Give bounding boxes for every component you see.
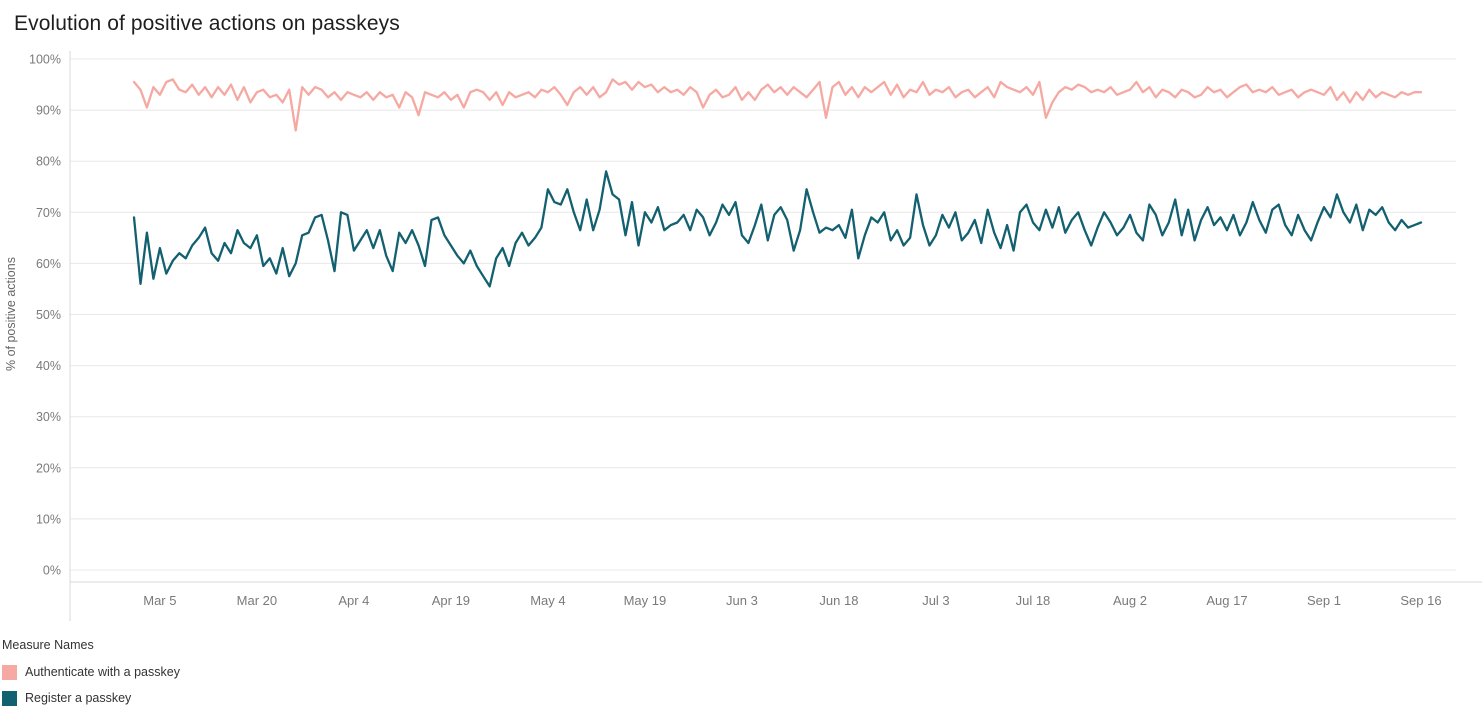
x-tick-label: Mar 5 <box>143 593 176 608</box>
y-tick-label: 90% <box>36 104 61 118</box>
y-tick-label: 50% <box>36 308 61 322</box>
y-tick-label: 20% <box>36 461 61 475</box>
x-tick-label: Apr 4 <box>338 593 369 608</box>
y-tick-label: 70% <box>36 206 61 220</box>
y-tick-label: 60% <box>36 257 61 271</box>
x-tick-label: Jun 3 <box>726 593 758 608</box>
y-tick-label: 100% <box>29 53 61 67</box>
legend-swatch-register-icon[interactable] <box>2 690 17 706</box>
x-tick-label: May 19 <box>624 593 667 608</box>
y-axis-title: % of positive actions <box>4 257 18 372</box>
legend-item-label: Register a passkey <box>25 691 132 705</box>
x-tick-label: Mar 20 <box>237 593 277 608</box>
legend-item-register[interactable]: Register a passkey <box>2 685 1482 711</box>
x-tick-label: Aug 17 <box>1206 593 1247 608</box>
y-tick-label: 80% <box>36 155 61 169</box>
x-tick-label: Aug 2 <box>1113 593 1147 608</box>
x-tick-label: Sep 1 <box>1307 593 1341 608</box>
x-tick-label: Apr 19 <box>432 593 470 608</box>
x-tick-label: Jul 3 <box>922 593 949 608</box>
x-tick-label: Sep 16 <box>1400 593 1441 608</box>
y-tick-label: 30% <box>36 410 61 424</box>
legend-item-authenticate[interactable]: Authenticate with a passkey <box>2 659 1482 685</box>
page-title: Evolution of positive actions on passkey… <box>14 12 400 35</box>
series-line-authenticate[interactable] <box>132 78 1423 132</box>
legend-title: Measure Names <box>2 638 94 652</box>
x-tick-label: May 4 <box>530 593 565 608</box>
x-tick-label: Jul 18 <box>1016 593 1051 608</box>
y-tick-label: 40% <box>36 359 61 373</box>
chart-area: % of positive actions 0% 10% 20% 30% 40% 50% 6… <box>0 45 1482 630</box>
legend-swatch-authenticate-icon[interactable] <box>2 664 17 680</box>
y-tick-label: 10% <box>36 512 61 526</box>
y-tick-label: 0% <box>43 564 61 578</box>
legend-item-label: Authenticate with a passkey <box>25 665 180 679</box>
series-line-register[interactable] <box>132 170 1423 288</box>
x-tick-label: Jun 18 <box>819 593 858 608</box>
legend: Measure Names Authenticate with a passke… <box>0 630 1482 711</box>
line-chart[interactable]: 0% 10% 20% 30% 40% 50% 60% 70% 80% 90% 100% Mar 5 Ma… <box>0 45 1482 630</box>
